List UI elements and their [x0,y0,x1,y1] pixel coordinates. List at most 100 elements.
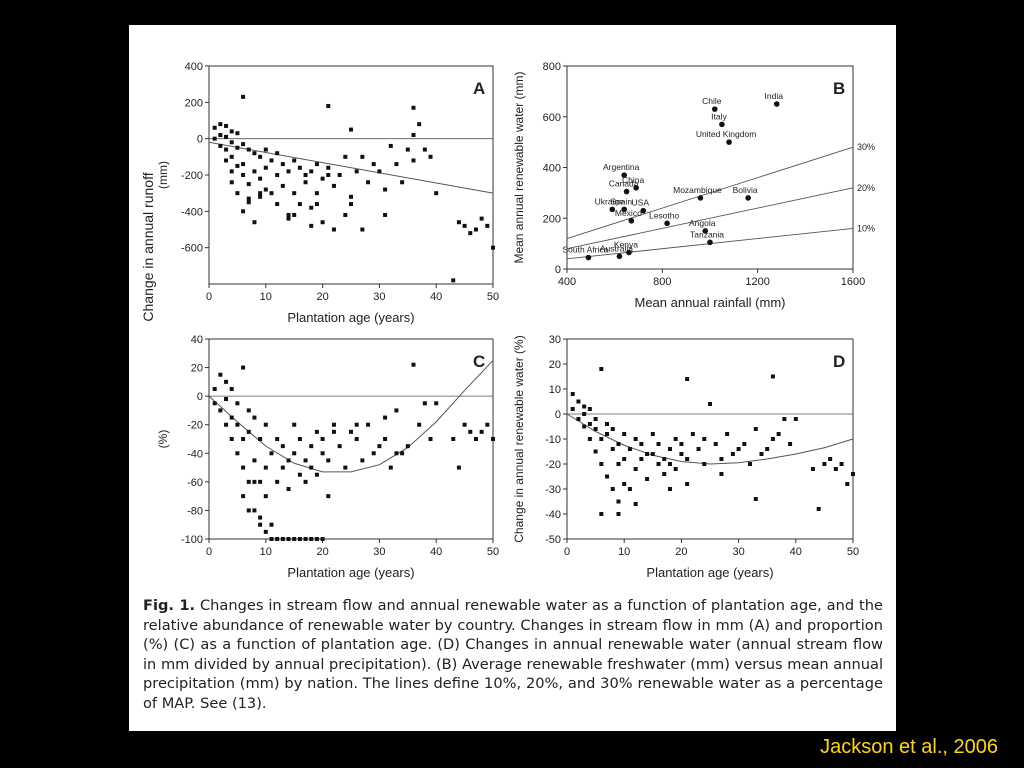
data-point-a [224,123,229,128]
data-point-a [286,216,291,221]
country-point-b [616,253,623,260]
x-tick-label-d: 20 [675,546,687,558]
data-point-a [235,191,240,196]
y-tick-label-c: 40 [191,334,203,346]
data-point-c [246,508,251,513]
data-point-c [241,365,246,370]
data-point-c [388,465,393,470]
country-point-b [773,101,780,107]
trend-line-c [208,360,494,473]
data-point-d [605,422,610,426]
trend-line-a [208,141,494,194]
data-point-a [212,136,217,141]
data-point-d [851,472,855,476]
y-tick-label-d: -40 [545,509,561,521]
data-point-d [622,457,627,461]
data-point-c [394,451,399,456]
data-point-c [314,429,319,434]
data-point-c [212,401,217,406]
data-point-d [599,367,604,371]
data-point-d [725,432,730,436]
country-label-b: United Kingdom [696,129,756,139]
data-point-a [252,151,257,156]
data-point-a [388,143,393,148]
data-point-d [605,432,610,436]
data-point-a [303,173,308,177]
data-point-a [258,176,263,181]
data-point-d [650,432,655,436]
data-point-c [400,451,405,456]
data-point-c [269,522,274,527]
x-axis-label-d: Plantation age (years) [646,565,773,580]
country-point-b [745,195,751,201]
reference-line-label-b: 20% [857,183,875,193]
panel-letter-a: A [473,79,485,98]
data-point-d [610,447,615,451]
data-point-c [229,437,234,441]
data-point-d [570,392,575,396]
data-point-c [286,537,291,541]
x-tick-label-c: 30 [373,546,385,558]
data-point-d [645,452,650,456]
data-point-d [770,437,775,441]
data-point-a [422,147,427,152]
data-point-d [685,482,690,486]
x-tick-label-d: 40 [790,546,802,558]
data-point-a [349,202,353,207]
data-point-c [462,422,467,427]
data-point-c [235,422,240,427]
data-point-d [679,452,684,456]
data-point-d [593,417,598,421]
data-point-c [417,422,422,427]
x-axis-label-b: Mean annual rainfall (mm) [634,295,785,310]
data-point-a [269,158,274,163]
data-point-c [479,429,484,434]
data-point-a [366,180,371,185]
x-tick-label-a: 0 [206,291,212,303]
figure-svg: 0 10 20 30 40 50-600-400-2000200400Plantation… [140,61,875,580]
country-point-b [719,121,725,128]
data-point-d [587,407,592,411]
data-point-a [405,147,410,152]
x-tick-label-a: 30 [373,291,385,303]
data-point-a [354,169,359,174]
data-point-c [218,408,223,413]
data-point-a [349,194,353,199]
data-point-a [371,162,376,167]
data-point-c [224,379,229,384]
data-point-a [456,220,461,225]
data-point-c [252,508,257,513]
panel-letter-c: C [473,352,485,371]
data-point-d [582,424,587,429]
caption-text: Changes in stream flow and annual renewa… [143,597,883,712]
data-point-a [292,158,297,163]
reference-line-label-b: 10% [857,223,875,233]
y-tick-label-a: 400 [185,61,203,73]
data-point-a [314,162,319,167]
data-point-d [736,447,741,451]
y-tick-label-a: -400 [181,206,203,218]
data-point-c [366,422,371,427]
country-point-b [626,249,632,256]
data-point-a [320,220,325,225]
data-point-c [485,422,490,427]
data-point-c [275,479,280,484]
data-point-c [456,465,461,470]
data-point-a [212,125,217,130]
country-point-b [640,207,647,214]
data-point-c [235,401,240,406]
data-point-c [491,437,495,441]
trend-line-d [566,413,854,465]
caption-label: Fig. 1. [143,597,196,614]
data-point-c [252,479,257,484]
data-point-d [667,447,672,451]
data-point-d [702,437,707,441]
data-point-d [679,442,684,446]
x-tick-label-d: 50 [847,546,859,558]
data-point-d [582,412,587,416]
data-point-a [411,105,416,110]
data-point-c [326,494,331,499]
data-point-c [246,429,251,434]
country-label-b: USA [632,198,650,208]
x-tick-label-d: 0 [564,546,570,558]
